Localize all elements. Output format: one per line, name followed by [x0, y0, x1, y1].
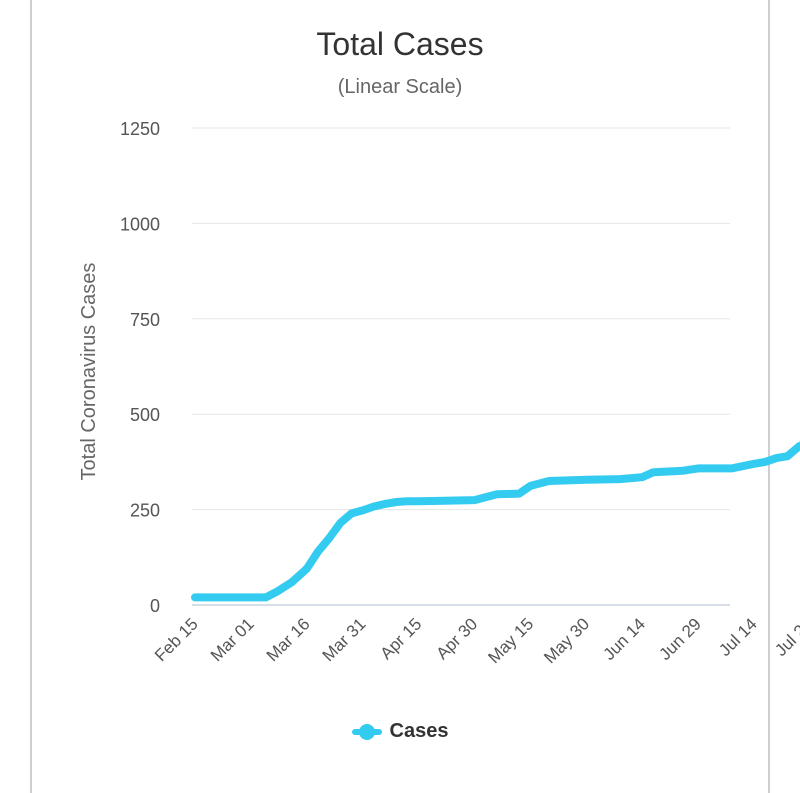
legend[interactable]: Cases: [0, 720, 800, 743]
y-axis-label: Total Coronavirus Cases: [78, 263, 100, 481]
x-tick-label: May 15: [484, 614, 537, 667]
x-tick-label: May 30: [540, 614, 593, 667]
y-tick-label: 1250: [120, 119, 160, 139]
series-line-cases: [191, 441, 800, 602]
x-tick-label: Jun 29: [655, 614, 705, 664]
y-tick-label: 0: [150, 596, 160, 616]
x-tick-label: Jul 14: [715, 614, 761, 660]
x-tick-label: Mar 01: [207, 614, 258, 665]
x-tick-label: Mar 31: [319, 614, 370, 665]
legend-series-swatch: [351, 723, 382, 740]
x-tick-label: Jul 29: [771, 614, 800, 660]
x-tick-label: Apr 30: [432, 614, 481, 663]
chart-subtitle: (Linear Scale): [337, 76, 463, 98]
frame-left-border: [30, 0, 32, 793]
x-tick-label: Jun 14: [599, 614, 649, 664]
y-tick-label: 750: [130, 310, 160, 330]
x-tick-label: Apr 15: [377, 614, 426, 663]
x-tick-label: Feb 15: [151, 614, 202, 665]
y-tick-label: 500: [130, 405, 160, 425]
x-tick-label: Mar 16: [263, 614, 314, 665]
y-tick-label: 250: [130, 501, 160, 521]
legend-label-cases: Cases: [389, 720, 449, 742]
chart-title: Total Cases: [316, 26, 484, 62]
frame-right-border: [768, 0, 770, 793]
y-tick-label: 1000: [120, 214, 160, 234]
